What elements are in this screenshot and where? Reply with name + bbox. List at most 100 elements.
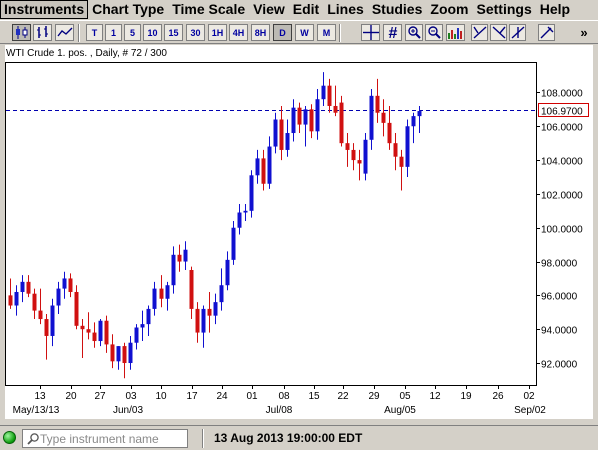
menu-bar: Instruments Chart Type Time Scale View Edit L… bbox=[0, 0, 598, 19]
toolbar-separator bbox=[339, 24, 341, 42]
menu-chart-type[interactable]: Chart Type bbox=[92, 1, 165, 17]
candlestick-icon[interactable] bbox=[12, 24, 31, 41]
candle-body bbox=[56, 288, 61, 306]
candle-body bbox=[62, 278, 67, 289]
candle-body bbox=[219, 285, 224, 303]
y-tick-label: 104.0000 bbox=[541, 157, 583, 168]
menu-instruments[interactable]: Instruments bbox=[0, 0, 89, 19]
candle-body bbox=[309, 109, 314, 132]
candle-body bbox=[146, 308, 151, 325]
candle-body bbox=[375, 95, 380, 113]
timeframe-30-button[interactable]: 30 bbox=[186, 24, 205, 41]
candle-body bbox=[32, 293, 37, 311]
candle-body bbox=[333, 105, 338, 113]
status-datetime: 13 Aug 2013 19:00:00 EDT bbox=[214, 431, 363, 445]
menu-help[interactable]: Help bbox=[539, 1, 571, 17]
x-tick-label: 20 bbox=[65, 391, 77, 402]
candle-body bbox=[104, 320, 109, 345]
candle-body bbox=[405, 126, 410, 167]
candle-body bbox=[267, 146, 272, 184]
timeframe-w-button[interactable]: W bbox=[295, 24, 314, 41]
candle-body bbox=[171, 254, 176, 286]
menu-studies[interactable]: Studies bbox=[371, 1, 423, 17]
volume-bars-icon[interactable] bbox=[446, 24, 465, 41]
candle-body bbox=[38, 310, 43, 320]
instrument-search-input[interactable] bbox=[40, 431, 186, 446]
candle-body bbox=[44, 319, 49, 336]
x-tick-label: 29 bbox=[368, 391, 380, 402]
x-tick-label: 15 bbox=[308, 391, 320, 402]
candle-body bbox=[110, 344, 115, 362]
x-tick-label: 17 bbox=[186, 391, 198, 402]
candle-body bbox=[243, 210, 248, 213]
timeframe-5-button[interactable]: 5 bbox=[124, 24, 141, 41]
menu-time-scale[interactable]: Time Scale bbox=[172, 1, 246, 17]
toolbar-separator bbox=[78, 24, 80, 42]
candle-body bbox=[134, 327, 139, 343]
timeframe-1h-button[interactable]: 1H bbox=[208, 24, 227, 41]
menu-edit[interactable]: Edit bbox=[292, 1, 320, 17]
candle-body bbox=[315, 99, 320, 132]
menu-settings[interactable]: Settings bbox=[476, 1, 532, 17]
candle-body bbox=[207, 308, 212, 316]
timeframe-15-button[interactable]: 15 bbox=[164, 24, 183, 41]
candle-body bbox=[14, 291, 19, 306]
line-chart-icon[interactable] bbox=[55, 24, 74, 41]
menu-lines[interactable]: Lines bbox=[327, 1, 364, 17]
candle-body bbox=[303, 109, 308, 125]
timeframe-d-button[interactable]: D bbox=[273, 24, 292, 41]
current-price-label: 106.9700 bbox=[541, 107, 583, 118]
draw-line-icon-3[interactable] bbox=[509, 24, 526, 41]
candle-body bbox=[225, 259, 230, 286]
timeframe-m-button[interactable]: M bbox=[317, 24, 336, 41]
x-month-label: Jul/08 bbox=[266, 405, 293, 416]
candle-body bbox=[128, 342, 133, 364]
y-tick-label: 102.0000 bbox=[541, 191, 583, 202]
draw-line-icon-1[interactable] bbox=[471, 24, 488, 41]
crosshair-icon[interactable] bbox=[361, 24, 380, 41]
status-bar: 13 Aug 2013 19:00:00 EDT bbox=[0, 425, 598, 450]
x-month-label: Sep/02 bbox=[514, 405, 546, 416]
candle-body bbox=[92, 332, 97, 342]
x-tick-label: 05 bbox=[399, 391, 411, 402]
candle-body bbox=[363, 139, 368, 174]
status-divider bbox=[202, 429, 204, 448]
timeframe-10-button[interactable]: 10 bbox=[143, 24, 162, 41]
draw-line-icon-2[interactable] bbox=[490, 24, 507, 41]
zoom-out-icon[interactable] bbox=[425, 24, 443, 41]
x-tick-label: 08 bbox=[278, 391, 290, 402]
candlestick-chart[interactable]: WTI Crude 1. pos. , Daily, # 72 / 300 108… bbox=[5, 45, 593, 419]
y-tick-label: 100.0000 bbox=[541, 225, 583, 236]
chart-panel[interactable]: WTI Crude 1. pos. , Daily, # 72 / 300 108… bbox=[5, 45, 593, 419]
toolbar-overflow-button[interactable]: » bbox=[580, 25, 588, 40]
magnifier-icon[interactable] bbox=[405, 24, 423, 41]
x-month-label: Jun/03 bbox=[113, 405, 143, 416]
timeframe-t-button[interactable]: T bbox=[86, 24, 103, 41]
candle-body bbox=[381, 112, 386, 123]
candle-body bbox=[291, 107, 296, 134]
candle-body bbox=[8, 295, 13, 306]
candle-body bbox=[195, 308, 200, 333]
timeframe-1-button[interactable]: 1 bbox=[105, 24, 122, 41]
bar-chart-icon[interactable] bbox=[33, 24, 52, 41]
candle-body bbox=[297, 107, 302, 125]
y-tick-label: 98.0000 bbox=[541, 259, 578, 270]
x-tick-label: 03 bbox=[125, 391, 137, 402]
x-month-label: Aug/05 bbox=[384, 405, 416, 416]
timeframe-4h-button[interactable]: 4H bbox=[229, 24, 248, 41]
menu-zoom[interactable]: Zoom bbox=[430, 1, 469, 17]
x-tick-label: 22 bbox=[337, 391, 349, 402]
grid-hash-icon[interactable]: # bbox=[383, 24, 402, 41]
candle-body bbox=[152, 288, 157, 309]
timeframe-8h-button[interactable]: 8H bbox=[251, 24, 270, 41]
candle-body bbox=[339, 102, 344, 144]
clear-drawings-icon[interactable] bbox=[538, 24, 555, 41]
candle-body bbox=[86, 329, 91, 333]
candle-body bbox=[74, 291, 79, 326]
candle-body bbox=[140, 324, 145, 328]
instrument-search-box[interactable] bbox=[22, 429, 188, 448]
x-tick-label: 02 bbox=[523, 391, 535, 402]
menu-view[interactable]: View bbox=[253, 1, 285, 17]
search-icon bbox=[27, 433, 39, 445]
chart-header-label: WTI Crude 1. pos. , Daily, # 72 / 300 bbox=[6, 48, 167, 59]
